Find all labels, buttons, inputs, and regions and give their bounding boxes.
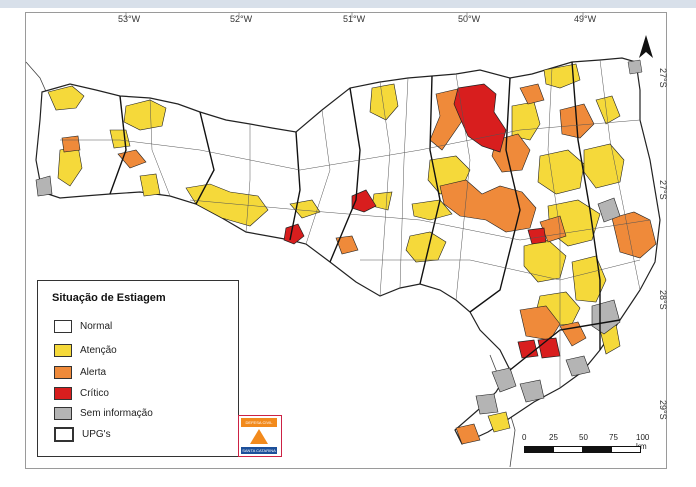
north-arrow-icon xyxy=(639,35,653,58)
municipal-boundaries xyxy=(60,59,651,388)
scale-tick: 25 xyxy=(549,433,558,442)
legend-label: Atenção xyxy=(80,344,117,356)
logo-top-text: DEFESA CIVIL xyxy=(241,418,277,427)
legend-item-critico: Crítico xyxy=(54,386,109,400)
scale-segment xyxy=(582,446,612,453)
legend-label: Sem informação xyxy=(80,407,153,419)
scale-tick: 50 xyxy=(579,433,588,442)
scale-segment xyxy=(553,446,583,453)
legend-item-sem-informacao: Sem informação xyxy=(54,406,153,420)
defesa-civil-logo: DEFESA CIVIL SANTA CATARINA xyxy=(238,415,282,457)
scale-tick: 0 xyxy=(522,433,527,442)
scale-segment xyxy=(524,446,554,453)
legend-swatch xyxy=(54,343,72,357)
legend-label: Normal xyxy=(80,320,113,332)
logo-bottom-text: SANTA CATARINA xyxy=(241,447,277,454)
sem-informacao-regions xyxy=(35,175,621,415)
legend-swatch xyxy=(54,406,72,420)
legend-item-alerta: Alerta xyxy=(54,365,106,379)
legend-swatch xyxy=(54,319,72,333)
scale-tick: 100 km xyxy=(636,433,650,451)
legend-label: Alerta xyxy=(80,366,107,378)
longitude-label: 53°W xyxy=(118,14,141,24)
scale-segment xyxy=(611,446,641,453)
scale-tick: 75 xyxy=(609,433,618,442)
longitude-label: 51°W xyxy=(343,14,366,24)
logo-triangle-icon xyxy=(250,429,268,444)
longitude-label: 50°W xyxy=(458,14,481,24)
legend-swatch xyxy=(54,365,72,379)
legend-item-normal: Normal xyxy=(54,319,112,333)
legend-label: Crítico xyxy=(80,387,109,399)
legend-label: UPG's xyxy=(82,428,111,440)
legend-swatch xyxy=(54,426,74,442)
legend-item-upgs: UPG's xyxy=(54,426,111,442)
scale-bar: 0 25 50 75 100 km xyxy=(522,433,662,455)
longitude-label: 49°W xyxy=(574,14,597,24)
legend-title: Situação de Estiagem xyxy=(52,292,166,304)
upg-boundaries xyxy=(109,61,621,371)
legend-swatch xyxy=(54,386,72,400)
top-bar xyxy=(0,0,696,8)
map-legend: Situação de Estiagem Normal Atenção Aler… xyxy=(37,280,239,457)
legend-item-atencao: Atenção xyxy=(54,343,117,357)
longitude-label: 52°W xyxy=(230,14,253,24)
